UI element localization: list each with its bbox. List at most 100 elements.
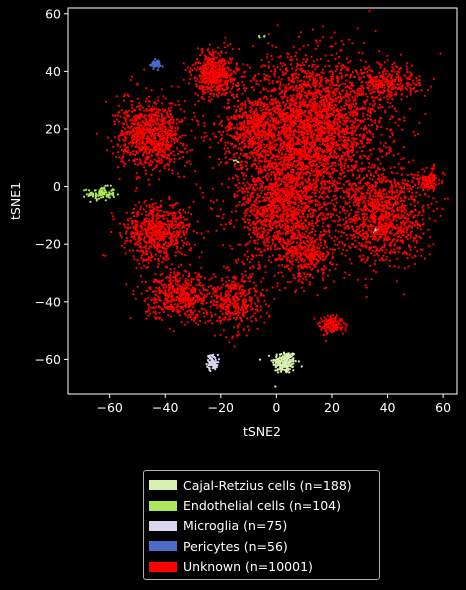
data-point bbox=[255, 165, 258, 168]
data-point bbox=[100, 196, 103, 199]
data-point bbox=[322, 169, 325, 173]
data-point bbox=[311, 82, 314, 85]
data-point bbox=[322, 162, 325, 165]
data-point bbox=[316, 44, 320, 47]
data-point bbox=[284, 130, 287, 133]
data-point bbox=[257, 261, 260, 264]
data-point bbox=[323, 108, 326, 111]
data-point bbox=[233, 96, 236, 99]
data-point bbox=[286, 120, 289, 123]
data-point bbox=[281, 71, 284, 74]
data-point bbox=[325, 90, 328, 94]
data-point bbox=[316, 173, 319, 176]
data-point bbox=[324, 218, 327, 221]
data-point bbox=[254, 200, 257, 203]
data-point bbox=[313, 100, 316, 103]
data-point bbox=[362, 120, 365, 123]
data-point bbox=[343, 171, 346, 174]
data-point bbox=[205, 363, 208, 366]
data-point bbox=[324, 115, 327, 118]
data-point bbox=[312, 174, 315, 177]
data-point bbox=[256, 232, 259, 235]
data-point bbox=[212, 365, 215, 368]
data-point bbox=[374, 30, 377, 33]
data-point bbox=[222, 213, 225, 216]
data-point bbox=[337, 128, 340, 131]
data-point bbox=[318, 134, 321, 137]
data-point bbox=[315, 133, 318, 136]
data-point bbox=[239, 243, 242, 246]
data-point bbox=[249, 210, 252, 213]
data-point bbox=[317, 219, 320, 222]
data-point bbox=[336, 224, 340, 227]
data-point bbox=[384, 111, 387, 114]
data-point bbox=[389, 128, 393, 131]
data-point bbox=[341, 63, 344, 67]
data-point bbox=[244, 106, 247, 109]
data-point bbox=[220, 223, 223, 226]
data-point bbox=[335, 121, 338, 124]
data-point bbox=[250, 253, 253, 256]
data-point bbox=[285, 362, 288, 365]
data-point bbox=[299, 186, 302, 189]
data-point bbox=[350, 110, 353, 114]
data-point bbox=[259, 200, 262, 203]
data-point bbox=[325, 208, 328, 211]
data-point bbox=[209, 199, 212, 202]
data-point bbox=[261, 213, 264, 216]
data-point bbox=[313, 155, 316, 158]
data-point bbox=[284, 174, 287, 177]
data-point bbox=[279, 255, 282, 258]
data-point bbox=[260, 192, 263, 195]
data-point bbox=[272, 361, 275, 364]
data-point bbox=[328, 190, 331, 193]
data-point bbox=[306, 58, 309, 61]
data-point bbox=[305, 262, 308, 265]
data-point bbox=[336, 100, 339, 103]
data-point bbox=[286, 191, 289, 194]
data-point bbox=[307, 247, 310, 250]
data-point bbox=[339, 83, 342, 86]
data-point bbox=[251, 212, 254, 215]
data-point bbox=[270, 131, 273, 134]
data-point bbox=[321, 195, 324, 198]
data-point bbox=[314, 113, 317, 116]
data-point bbox=[314, 74, 317, 77]
data-point bbox=[323, 105, 326, 108]
data-point bbox=[292, 45, 295, 48]
data-point bbox=[313, 143, 316, 146]
data-point bbox=[267, 244, 270, 247]
data-point bbox=[308, 120, 312, 124]
data-point bbox=[291, 192, 294, 195]
data-point bbox=[292, 362, 295, 365]
data-point bbox=[281, 232, 284, 235]
data-point bbox=[339, 109, 342, 112]
data-point bbox=[330, 54, 334, 57]
data-point bbox=[279, 80, 282, 83]
data-point bbox=[305, 191, 308, 195]
data-point bbox=[311, 63, 314, 67]
data-point bbox=[222, 244, 225, 247]
data-point bbox=[252, 45, 255, 48]
data-point bbox=[341, 123, 345, 126]
data-point bbox=[370, 166, 373, 169]
data-point bbox=[274, 188, 277, 191]
data-point bbox=[259, 207, 262, 210]
data-point bbox=[296, 153, 299, 157]
data-point bbox=[326, 217, 329, 220]
data-point bbox=[368, 103, 371, 106]
data-point bbox=[282, 109, 285, 112]
data-point bbox=[367, 117, 370, 120]
data-point bbox=[274, 369, 277, 372]
data-point bbox=[259, 235, 262, 238]
data-point bbox=[103, 186, 106, 189]
data-point bbox=[337, 87, 340, 90]
data-point bbox=[339, 159, 342, 163]
data-point bbox=[333, 109, 336, 112]
data-point bbox=[368, 9, 371, 12]
data-point bbox=[284, 113, 287, 116]
data-point bbox=[213, 361, 216, 364]
data-point bbox=[297, 360, 300, 363]
data-point bbox=[305, 72, 308, 75]
data-point bbox=[294, 186, 297, 189]
